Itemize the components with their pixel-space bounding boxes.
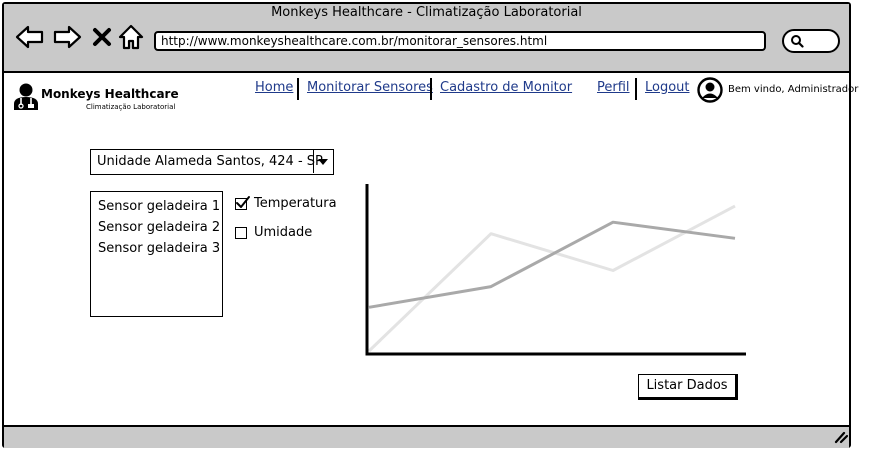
nav-separator bbox=[297, 78, 299, 100]
url-bar[interactable]: http://www.monkeyshealthcare.com.br/moni… bbox=[154, 31, 766, 51]
unit-select-value: Unidade Alameda Santos, 424 - SP bbox=[97, 154, 323, 169]
close-x-icon[interactable] bbox=[87, 22, 117, 52]
brand-tagline: Climatização Laboratorial bbox=[86, 103, 176, 111]
checkmark-icon bbox=[236, 196, 250, 208]
nav-home-link[interactable]: Home bbox=[255, 80, 294, 95]
welcome-message: Bem vindo, Administrador bbox=[728, 84, 859, 95]
chart-axes bbox=[365, 184, 746, 356]
sensor-listbox[interactable]: Sensor geladeira 1 Sensor geladeira 2 Se… bbox=[90, 191, 223, 317]
search-box[interactable] bbox=[782, 29, 840, 53]
chart-series-line-1 bbox=[367, 204, 736, 353]
unit-select[interactable]: Unidade Alameda Santos, 424 - SP bbox=[90, 149, 334, 175]
user-avatar-icon[interactable] bbox=[697, 77, 723, 103]
nav-monitor-link[interactable]: Monitorar Sensores bbox=[307, 80, 433, 95]
umidade-checkbox[interactable] bbox=[235, 227, 247, 239]
window-title: Monkeys Healthcare - Climatização Labora… bbox=[271, 5, 582, 20]
browser-statusbar bbox=[4, 425, 849, 448]
chevron-down-icon bbox=[318, 159, 328, 165]
sensor-line-chart bbox=[365, 184, 746, 356]
list-data-button[interactable]: Listar Dados bbox=[638, 374, 738, 400]
umidade-label: Umidade bbox=[254, 225, 313, 240]
resize-grip-icon[interactable] bbox=[832, 430, 848, 444]
nav-separator bbox=[635, 78, 637, 100]
home-icon[interactable] bbox=[116, 22, 146, 52]
nav-perfil-link[interactable]: Perfil bbox=[597, 80, 630, 95]
nav-logout-link[interactable]: Logout bbox=[645, 80, 690, 95]
dropdown-arrow[interactable] bbox=[313, 150, 333, 173]
forward-arrow-icon[interactable] bbox=[52, 22, 82, 52]
doctor-logo-icon bbox=[14, 83, 38, 110]
temperatura-checkbox[interactable] bbox=[235, 196, 250, 210]
search-icon bbox=[791, 35, 804, 48]
nav-cadastro-link[interactable]: Cadastro de Monitor bbox=[440, 80, 573, 95]
nav-separator bbox=[430, 78, 432, 100]
sensor-list-item[interactable]: Sensor geladeira 2 bbox=[98, 220, 221, 235]
sensor-list-item[interactable]: Sensor geladeira 1 bbox=[98, 199, 221, 214]
back-arrow-icon[interactable] bbox=[15, 22, 45, 52]
temperatura-label: Temperatura bbox=[254, 196, 337, 211]
brand-name: Monkeys Healthcare bbox=[41, 87, 179, 101]
chart-series-line-2 bbox=[368, 220, 736, 309]
sensor-list-item[interactable]: Sensor geladeira 3 bbox=[98, 241, 221, 256]
